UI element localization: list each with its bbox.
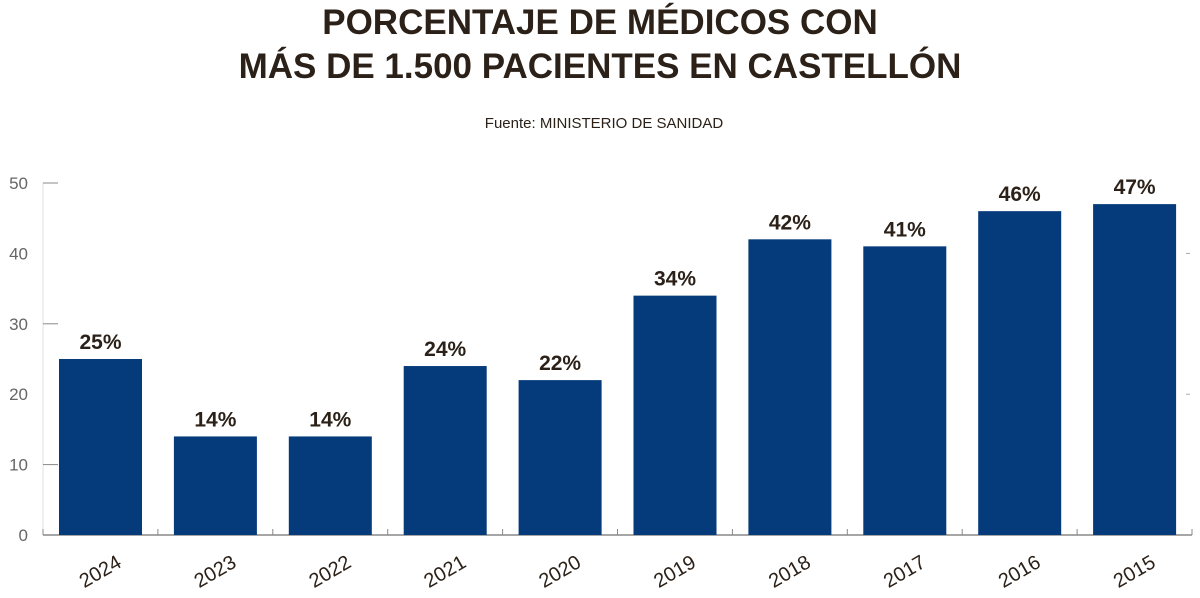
bar-2018	[748, 239, 832, 535]
data-label-2015: 47%	[1114, 176, 1156, 199]
bar-2023	[173, 436, 257, 535]
x-tick-label-2022: 2022	[306, 551, 356, 592]
x-tick-label-2020: 2020	[535, 551, 585, 592]
bar-2015	[1093, 204, 1177, 535]
bar-2024	[59, 359, 142, 535]
data-label-2018: 42%	[769, 211, 811, 234]
bar-2022	[288, 436, 372, 535]
data-label-2020: 22%	[539, 352, 581, 375]
bar-2016	[978, 211, 1062, 535]
chart-subtitle: Fuente: MINISTERIO DE SANIDAD	[485, 115, 724, 132]
data-label-2024: 25%	[79, 331, 121, 354]
data-label-2023: 14%	[194, 408, 236, 431]
x-tick-label-2018: 2018	[765, 551, 815, 592]
x-tick-label-2023: 2023	[191, 551, 241, 592]
data-label-2016: 46%	[999, 183, 1041, 206]
bar-2021	[403, 366, 487, 535]
data-label-2017: 41%	[884, 218, 926, 241]
data-label-2021: 24%	[424, 338, 466, 361]
x-tick-label-2016: 2016	[995, 551, 1045, 592]
y-tick-label: 0	[19, 526, 28, 545]
x-tick-label-2015: 2015	[1110, 551, 1160, 592]
y-tick-label: 10	[9, 456, 28, 475]
y-tick-label: 30	[9, 315, 28, 334]
data-label-2022: 14%	[309, 408, 351, 431]
bar-2017	[863, 246, 947, 536]
x-tick-label-2024: 2024	[76, 551, 126, 592]
y-tick-label: 50	[9, 174, 28, 193]
bar-2019	[633, 295, 717, 535]
x-tick-label-2021: 2021	[420, 551, 470, 592]
data-label-2019: 34%	[654, 268, 696, 291]
y-tick-label: 40	[9, 244, 28, 263]
x-tick-label-2017: 2017	[880, 551, 930, 592]
y-tick-label: 20	[9, 385, 28, 404]
x-tick-label-2019: 2019	[650, 551, 700, 592]
bar-2020	[518, 380, 602, 535]
chart-title-line-2: MÁS DE 1.500 PACIENTES EN CASTELLÓN	[239, 46, 962, 86]
chart-title-line-1: PORCENTAJE DE MÉDICOS CON	[322, 2, 878, 42]
